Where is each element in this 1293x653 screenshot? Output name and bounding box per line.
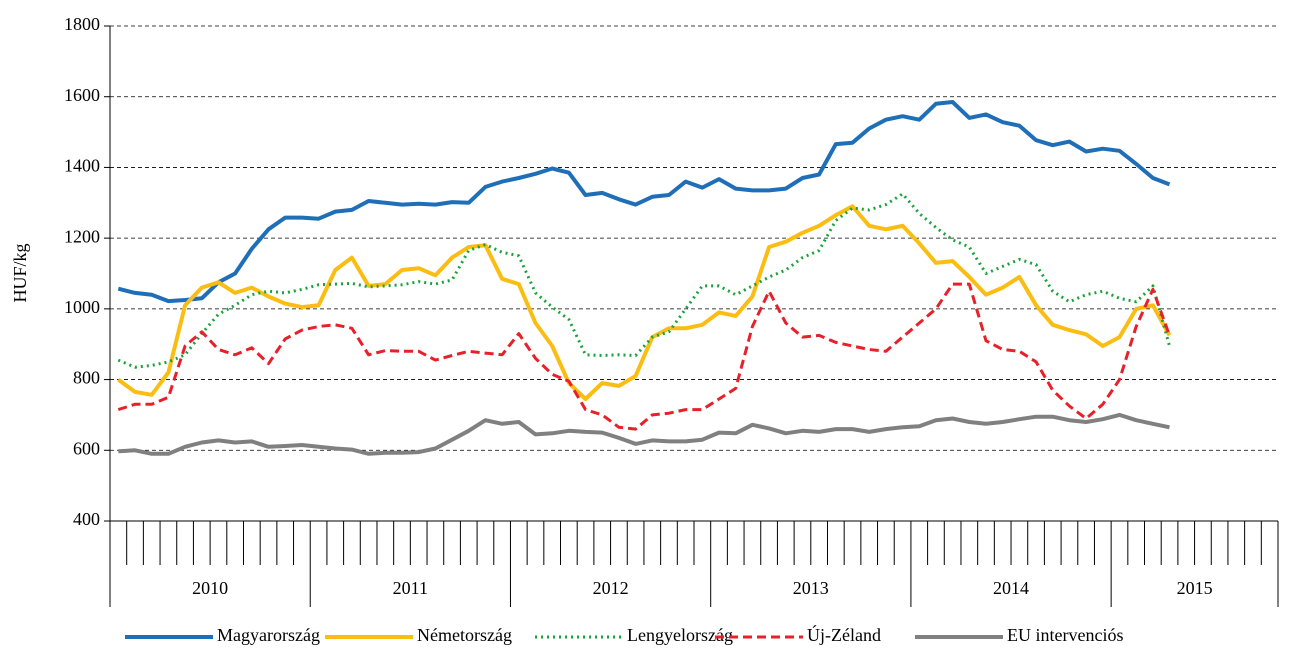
legend-label: Magyarország <box>217 625 320 645</box>
series-line <box>117 100 1171 304</box>
y-tick-label: 1000 <box>64 297 100 317</box>
series-line <box>117 204 1172 401</box>
legend-label: Lengyelország <box>627 625 733 645</box>
y-tick-label: 400 <box>73 509 100 529</box>
legend-label: Új-Zéland <box>807 624 881 645</box>
year-label: 2014 <box>993 578 1029 598</box>
legend-label: EU intervenciós <box>1007 625 1123 645</box>
year-label: 2012 <box>593 578 629 598</box>
series-line <box>117 282 1171 431</box>
y-tick-label: 800 <box>73 368 100 388</box>
series-line <box>117 192 1171 369</box>
series-line <box>118 412 1170 456</box>
y-tick-label: 1400 <box>64 156 100 176</box>
y-axis-label: HUF/kg <box>10 243 30 302</box>
year-label: 2015 <box>1177 578 1213 598</box>
y-tick-label: 1200 <box>64 226 100 246</box>
y-tick-label: 1800 <box>64 14 100 34</box>
year-label: 2011 <box>393 578 428 598</box>
year-label: 2013 <box>793 578 829 598</box>
y-tick-label: 1600 <box>64 85 100 105</box>
year-label: 2010 <box>192 578 228 598</box>
y-tick-label: 600 <box>73 438 100 458</box>
legend-label: Németország <box>417 625 512 645</box>
